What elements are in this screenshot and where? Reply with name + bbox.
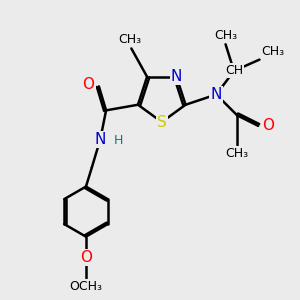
Text: N: N: [171, 69, 182, 84]
Text: CH₃: CH₃: [214, 29, 237, 42]
Text: CH₃: CH₃: [261, 45, 284, 58]
Text: N: N: [94, 132, 106, 147]
Text: CH₃: CH₃: [226, 147, 249, 160]
Text: O: O: [262, 118, 274, 133]
Text: S: S: [157, 115, 167, 130]
Text: H: H: [114, 134, 123, 147]
Text: CH₃: CH₃: [118, 33, 141, 46]
Text: OCH₃: OCH₃: [70, 280, 103, 293]
Text: N: N: [211, 87, 222, 102]
Text: O: O: [82, 77, 94, 92]
Text: O: O: [80, 250, 92, 265]
Text: CH: CH: [225, 64, 243, 77]
